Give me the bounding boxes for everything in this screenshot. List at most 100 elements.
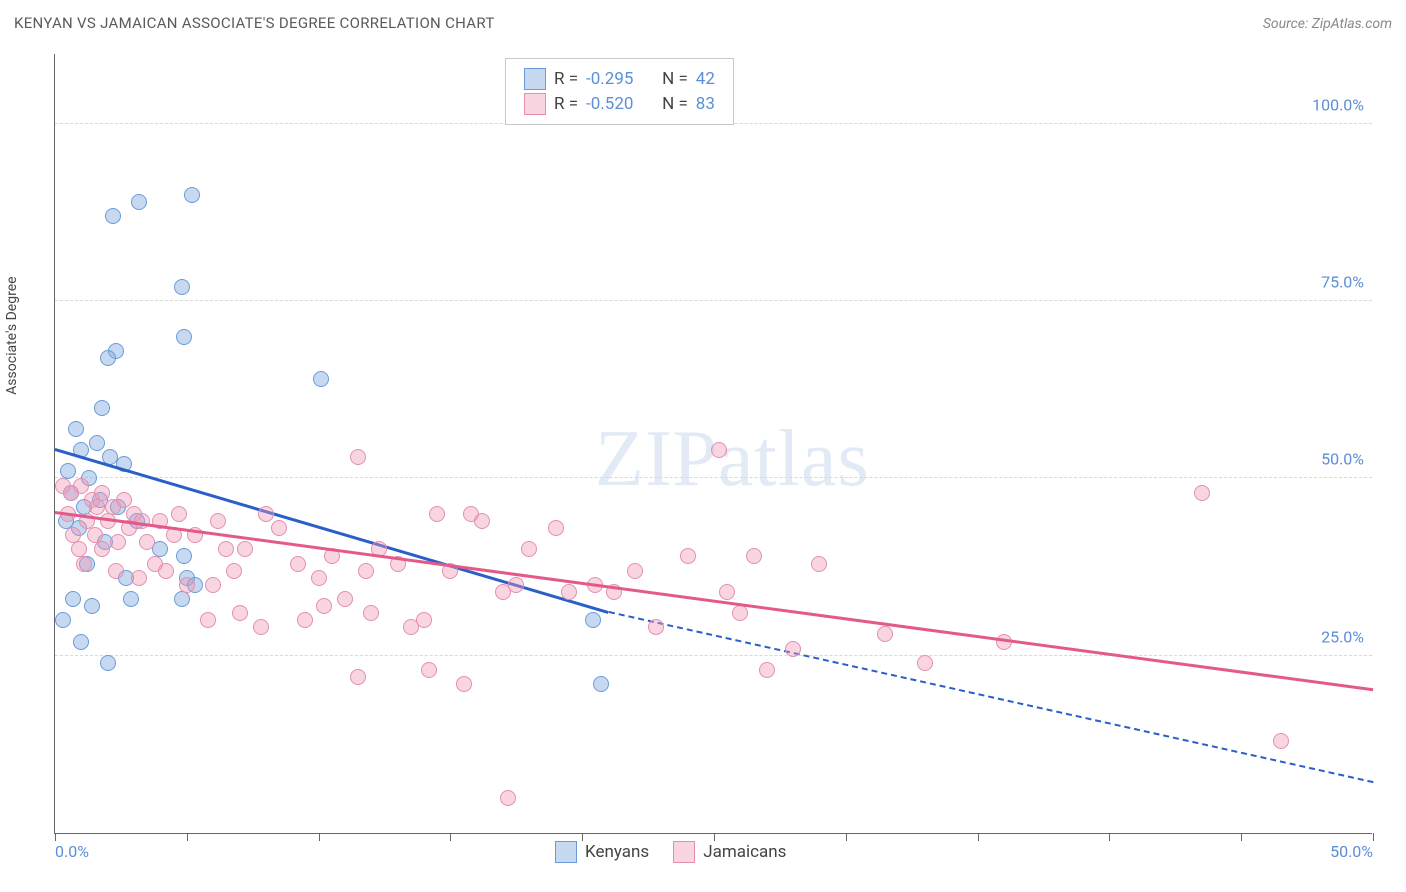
data-point [108, 563, 124, 579]
data-point [521, 541, 537, 557]
data-point [89, 499, 105, 515]
watermark: ZIPatlas [595, 414, 870, 505]
data-point [746, 548, 762, 564]
data-point [648, 619, 664, 635]
data-point [350, 449, 366, 465]
legend-swatch [524, 93, 546, 115]
data-point [89, 435, 105, 451]
series-legend: Kenyans Jamaicans [555, 841, 786, 863]
data-point [508, 577, 524, 593]
data-point [711, 442, 727, 458]
data-point [65, 591, 81, 607]
x-tick [1241, 833, 1242, 841]
data-point [627, 563, 643, 579]
data-point [176, 548, 192, 564]
data-point [105, 208, 121, 224]
data-point [271, 520, 287, 536]
data-point [680, 548, 696, 564]
x-tick [187, 833, 188, 841]
data-point [171, 506, 187, 522]
data-point [429, 506, 445, 522]
data-point [94, 541, 110, 557]
data-point [316, 598, 332, 614]
data-point [1194, 485, 1210, 501]
data-point [68, 421, 84, 437]
y-tick-label: 50.0% [1321, 450, 1364, 469]
data-point [218, 541, 234, 557]
x-tick-label: 50.0% [1330, 842, 1373, 861]
data-point [210, 513, 226, 529]
x-tick [846, 833, 847, 841]
data-point [561, 584, 577, 600]
data-point [785, 641, 801, 657]
y-tick-label: 100.0% [1312, 95, 1364, 114]
y-tick-label: 75.0% [1321, 273, 1364, 292]
data-point [55, 612, 71, 628]
x-tick-label: 0.0% [55, 842, 89, 861]
data-point [226, 563, 242, 579]
data-point [811, 556, 827, 572]
data-point [253, 619, 269, 635]
data-point [585, 612, 601, 628]
data-point [76, 556, 92, 572]
data-point [176, 329, 192, 345]
data-point [421, 662, 437, 678]
legend-label: Jamaicans [703, 842, 786, 862]
scatter-chart: ZIPatlas 25.0%50.0%75.0%100.0%0.0%50.0% … [54, 54, 1372, 834]
data-point [759, 662, 775, 678]
data-point [719, 584, 735, 600]
x-tick [1109, 833, 1110, 841]
gridline [55, 655, 1372, 656]
data-point [100, 350, 116, 366]
data-point [237, 541, 253, 557]
data-point [456, 676, 472, 692]
gridline [55, 477, 1372, 478]
trend-line [55, 448, 609, 613]
legend-item: Kenyans [555, 841, 649, 863]
data-point [131, 194, 147, 210]
legend-row: R = -0.520 N = 83 [524, 93, 715, 115]
correlation-legend: R = -0.295 N = 42 R = -0.520 N = 83 [505, 58, 734, 125]
data-point [131, 570, 147, 586]
data-point [258, 506, 274, 522]
source-attribution: Source: ZipAtlas.com [1263, 16, 1392, 32]
data-point [474, 513, 490, 529]
data-point [500, 790, 516, 806]
data-point [174, 279, 190, 295]
data-point [139, 534, 155, 550]
data-point [297, 612, 313, 628]
data-point [548, 520, 564, 536]
gridline [55, 300, 1372, 301]
data-point [116, 492, 132, 508]
y-tick-label: 25.0% [1321, 627, 1364, 646]
data-point [363, 605, 379, 621]
data-point [100, 655, 116, 671]
trend-line [55, 511, 1373, 691]
data-point [313, 371, 329, 387]
data-point [337, 591, 353, 607]
data-point [1273, 733, 1289, 749]
data-point [593, 676, 609, 692]
legend-swatch [673, 841, 695, 863]
data-point [110, 534, 126, 550]
x-tick [450, 833, 451, 841]
legend-label: Kenyans [585, 842, 649, 862]
legend-row: R = -0.295 N = 42 [524, 68, 715, 90]
data-point [311, 570, 327, 586]
header: KENYAN VS JAMAICAN ASSOCIATE'S DEGREE CO… [14, 14, 1392, 32]
data-point [73, 634, 89, 650]
data-point [917, 655, 933, 671]
y-axis-label: Associate's Degree [4, 276, 20, 394]
data-point [877, 626, 893, 642]
data-point [290, 556, 306, 572]
x-tick [319, 833, 320, 841]
data-point [94, 400, 110, 416]
data-point [350, 669, 366, 685]
x-tick [1373, 833, 1374, 841]
x-tick [714, 833, 715, 841]
data-point [416, 612, 432, 628]
data-point [200, 612, 216, 628]
x-tick [55, 833, 56, 841]
data-point [732, 605, 748, 621]
data-point [174, 591, 190, 607]
